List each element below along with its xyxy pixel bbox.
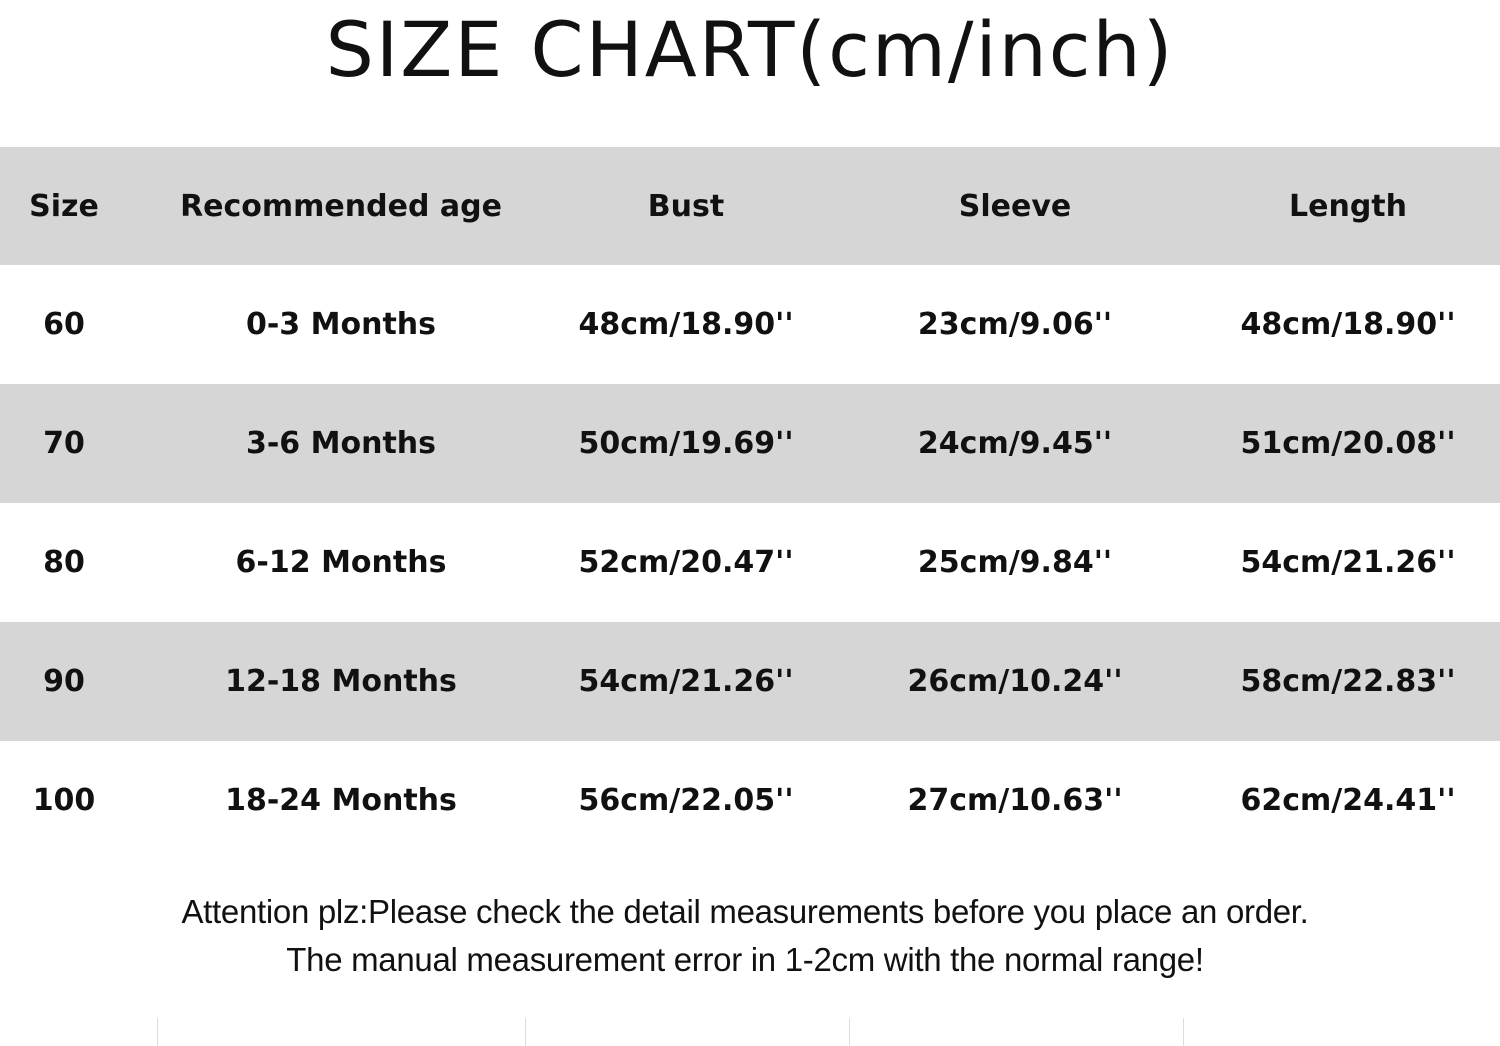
cell-age: 6-12 Months (235, 545, 447, 580)
cell-age: 0-3 Months (245, 307, 437, 342)
cell-bust: 52cm/20.47'' (578, 545, 794, 580)
cell-size: 60 (43, 307, 85, 342)
cell-sleeve: 23cm/9.06'' (917, 307, 1113, 342)
divider (525, 1018, 526, 1046)
cell-sleeve: 26cm/10.24'' (907, 664, 1123, 699)
measurement-error-note: The manual measurement error in 1-2cm wi… (286, 941, 1204, 978)
cell-bust: 54cm/21.26'' (578, 664, 794, 699)
divider (1183, 1018, 1184, 1046)
cell-size: 80 (43, 545, 85, 580)
cell-length: 54cm/21.26'' (1240, 545, 1456, 580)
cell-sleeve: 25cm/9.84'' (917, 545, 1113, 580)
cell-length: 62cm/24.41'' (1240, 783, 1456, 818)
table-row: 70 3-6 Months 50cm/19.69'' 24cm/9.45'' 5… (0, 384, 1500, 503)
page-title: SIZE CHART(cm/inch) (325, 5, 1175, 94)
table-row: 90 12-18 Months 54cm/21.26'' 26cm/10.24'… (0, 622, 1500, 741)
cell-age: 12-18 Months (225, 664, 457, 699)
cell-size: 70 (43, 426, 85, 461)
divider (157, 1018, 158, 1046)
cell-bust: 50cm/19.69'' (578, 426, 794, 461)
attention-note: Attention plz:Please check the detail me… (181, 893, 1309, 930)
cell-size: 100 (32, 783, 96, 818)
table-header-row: Size Recommended age Bust Sleeve Length (0, 147, 1500, 265)
divider (849, 1018, 850, 1046)
cell-age: 18-24 Months (225, 783, 457, 818)
header-sleeve: Sleeve (958, 188, 1072, 224)
table-row: 100 18-24 Months 56cm/22.05'' 27cm/10.63… (0, 741, 1500, 860)
table-row: 80 6-12 Months 52cm/20.47'' 25cm/9.84'' … (0, 503, 1500, 622)
size-table: Size Recommended age Bust Sleeve Length … (0, 147, 1500, 860)
header-age: Recommended age (180, 188, 502, 224)
cell-bust: 48cm/18.90'' (578, 307, 794, 342)
cell-sleeve: 24cm/9.45'' (917, 426, 1113, 461)
cell-sleeve: 27cm/10.63'' (907, 783, 1123, 818)
cell-size: 90 (43, 664, 85, 699)
header-size: Size (29, 188, 99, 224)
table-row: 60 0-3 Months 48cm/18.90'' 23cm/9.06'' 4… (0, 265, 1500, 384)
cell-age: 3-6 Months (245, 426, 437, 461)
cell-length: 48cm/18.90'' (1240, 307, 1456, 342)
cell-length: 58cm/22.83'' (1240, 664, 1456, 699)
header-bust: Bust (647, 188, 725, 224)
header-length: Length (1289, 188, 1407, 224)
cell-bust: 56cm/22.05'' (578, 783, 794, 818)
cell-length: 51cm/20.08'' (1240, 426, 1456, 461)
